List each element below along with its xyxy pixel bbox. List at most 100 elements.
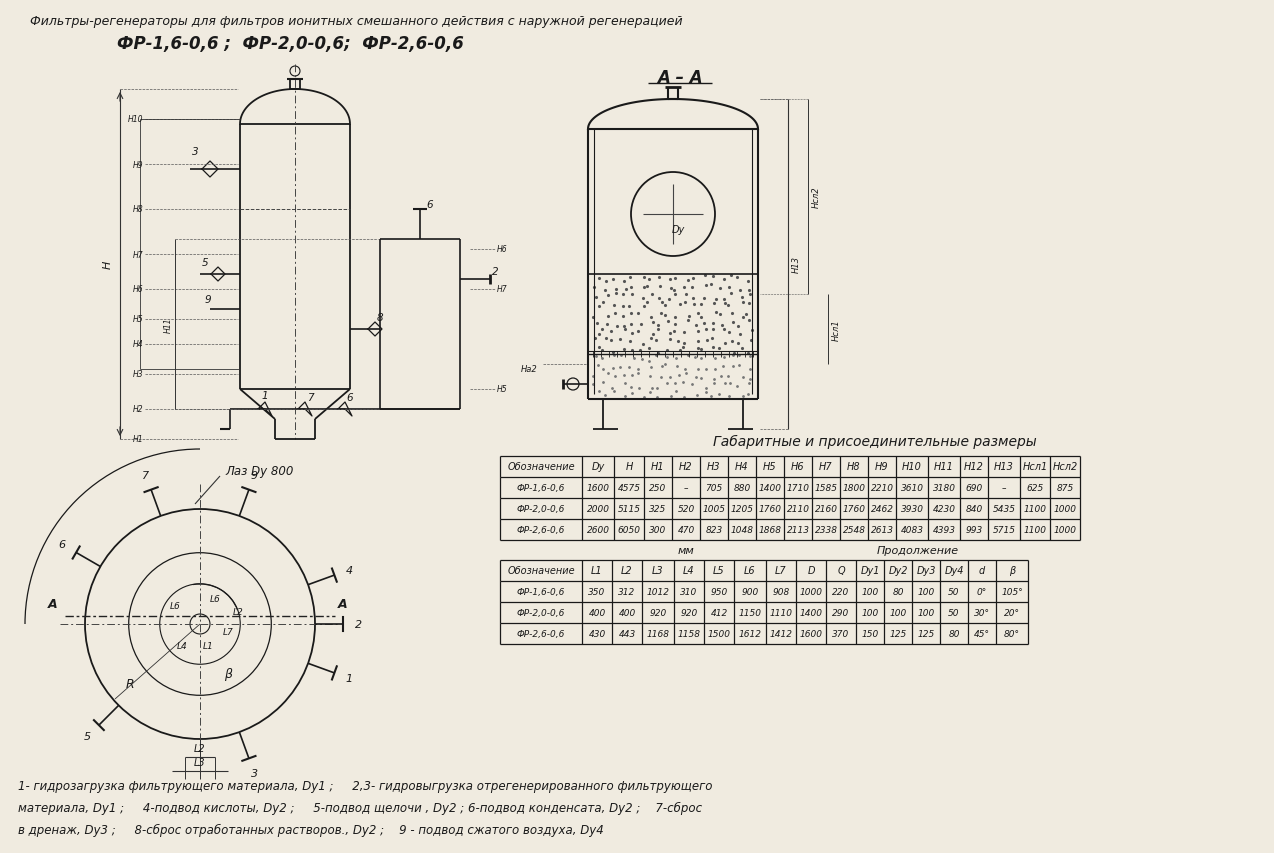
Text: H5: H5 — [763, 462, 777, 472]
Text: 125: 125 — [889, 630, 907, 638]
Text: H7: H7 — [819, 462, 833, 472]
Text: 2110: 2110 — [786, 504, 809, 514]
Text: A: A — [48, 598, 57, 611]
Text: 80°: 80° — [1004, 630, 1020, 638]
Text: ФР-1,6-0,6: ФР-1,6-0,6 — [517, 484, 566, 492]
Text: 4230: 4230 — [933, 504, 956, 514]
Text: 5115: 5115 — [618, 504, 641, 514]
Text: 105°: 105° — [1001, 588, 1023, 596]
Text: –: – — [684, 484, 688, 492]
Text: 430: 430 — [589, 630, 605, 638]
Text: 150: 150 — [861, 630, 879, 638]
Text: Q: Q — [837, 566, 845, 576]
Text: L1: L1 — [203, 641, 213, 651]
Text: 1868: 1868 — [758, 525, 781, 534]
Text: 1000: 1000 — [1054, 504, 1077, 514]
Text: 300: 300 — [650, 525, 666, 534]
Text: 900: 900 — [741, 588, 758, 596]
Text: 3930: 3930 — [901, 504, 924, 514]
Text: ФР-1,6-0,6 ;  ФР-2,0-0,6;  ФР-2,6-0,6: ФР-1,6-0,6 ; ФР-2,0-0,6; ФР-2,6-0,6 — [116, 35, 464, 53]
Text: H2: H2 — [132, 405, 143, 414]
Text: L7: L7 — [775, 566, 787, 576]
Text: 80: 80 — [948, 630, 959, 638]
Text: 2462: 2462 — [870, 504, 893, 514]
Text: L2: L2 — [233, 608, 243, 617]
Text: 20°: 20° — [1004, 608, 1020, 618]
Text: H6: H6 — [791, 462, 805, 472]
Text: 690: 690 — [966, 484, 982, 492]
Text: 50: 50 — [948, 608, 959, 618]
Text: H8: H8 — [132, 206, 143, 214]
Text: 2: 2 — [492, 267, 498, 276]
Text: D: D — [808, 566, 815, 576]
Text: H1: H1 — [651, 462, 665, 472]
Text: –: – — [1001, 484, 1006, 492]
Text: 1: 1 — [261, 391, 269, 401]
Text: Лаз Dy 800: Лаз Dy 800 — [225, 465, 293, 478]
Text: H10: H10 — [127, 115, 143, 125]
Text: 1158: 1158 — [678, 630, 701, 638]
Text: Dy4: Dy4 — [944, 566, 963, 576]
Text: Нсл2: Нсл2 — [812, 186, 820, 207]
Text: L2: L2 — [194, 743, 206, 753]
Text: 350: 350 — [589, 588, 605, 596]
Text: L1: L1 — [591, 566, 603, 576]
Text: 100: 100 — [917, 608, 935, 618]
Text: 6: 6 — [347, 392, 353, 403]
Text: Габаритные и присоединительные размеры: Габаритные и присоединительные размеры — [713, 434, 1037, 449]
Text: H1: H1 — [132, 435, 143, 444]
Text: 1012: 1012 — [646, 588, 670, 596]
Text: 100: 100 — [889, 608, 907, 618]
Text: 0°: 0° — [977, 588, 987, 596]
Text: 3: 3 — [191, 147, 199, 157]
Text: H7: H7 — [497, 285, 507, 294]
Text: 1600: 1600 — [586, 484, 609, 492]
Text: L7: L7 — [223, 628, 233, 636]
Text: 1100: 1100 — [1023, 504, 1046, 514]
Text: 520: 520 — [678, 504, 694, 514]
Text: 1- гидрозагрузка фильтрующего материала, Dy1 ;     2,3- гидровыгрузка отрегенери: 1- гидрозагрузка фильтрующего материала,… — [18, 779, 712, 792]
Text: 1500: 1500 — [707, 630, 730, 638]
Text: 1005: 1005 — [702, 504, 725, 514]
Text: 1168: 1168 — [646, 630, 670, 638]
Text: ФР-2,0-0,6: ФР-2,0-0,6 — [517, 504, 566, 514]
Text: 400: 400 — [589, 608, 605, 618]
Text: L6: L6 — [744, 566, 755, 576]
Text: 5715: 5715 — [992, 525, 1015, 534]
Text: ФР-2,6-0,6: ФР-2,6-0,6 — [517, 630, 566, 638]
Text: H9: H9 — [132, 160, 143, 169]
Text: L2: L2 — [622, 566, 633, 576]
Text: 3180: 3180 — [933, 484, 956, 492]
Text: 412: 412 — [711, 608, 727, 618]
Text: 2600: 2600 — [586, 525, 609, 534]
Text: 370: 370 — [832, 630, 850, 638]
Text: 2000: 2000 — [586, 504, 609, 514]
Text: 1110: 1110 — [769, 608, 792, 618]
Text: 45°: 45° — [975, 630, 990, 638]
Text: 3: 3 — [251, 769, 257, 779]
Text: 2160: 2160 — [814, 504, 837, 514]
Text: 880: 880 — [734, 484, 750, 492]
Text: 5435: 5435 — [992, 504, 1015, 514]
Text: 7: 7 — [143, 470, 149, 480]
Text: 950: 950 — [711, 588, 727, 596]
Text: 1612: 1612 — [739, 630, 762, 638]
Text: 2113: 2113 — [786, 525, 809, 534]
Text: H3: H3 — [132, 370, 143, 379]
Text: H2: H2 — [679, 462, 693, 472]
Text: H9: H9 — [875, 462, 889, 472]
Text: Обозначение: Обозначение — [507, 462, 575, 472]
Text: Dy: Dy — [591, 462, 605, 472]
Text: 993: 993 — [966, 525, 982, 534]
Text: 100: 100 — [861, 608, 879, 618]
Text: в дренаж, Dy3 ;     8-сброс отработанных растворов., Dy2 ;    9 - подвод сжатого: в дренаж, Dy3 ; 8-сброс отработанных рас… — [18, 823, 604, 836]
Text: Фильтры-регенераторы для фильтров ионитных смешанного действия с наружной регене: Фильтры-регенераторы для фильтров ионитн… — [31, 15, 683, 28]
Text: L4: L4 — [683, 566, 694, 576]
Text: 2: 2 — [355, 619, 363, 630]
Text: H11: H11 — [934, 462, 954, 472]
Text: 1: 1 — [345, 674, 353, 683]
Text: 2613: 2613 — [870, 525, 893, 534]
Text: H4: H4 — [132, 340, 143, 349]
Text: 443: 443 — [618, 630, 636, 638]
Text: H6: H6 — [497, 245, 507, 254]
